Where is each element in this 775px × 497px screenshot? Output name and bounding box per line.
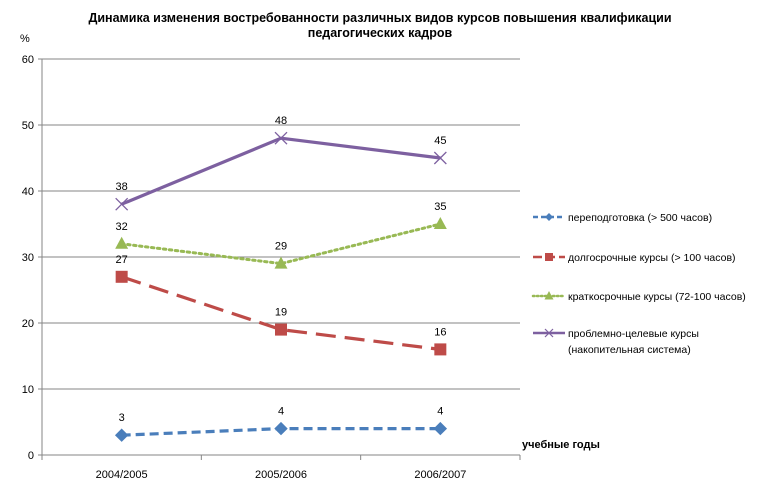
data-label: 27 <box>116 254 128 266</box>
y-tick-label: 30 <box>22 252 34 264</box>
series-4 <box>115 131 447 211</box>
x-tick-label: 2005/2006 <box>255 469 307 481</box>
legend-marker <box>545 213 553 221</box>
series-lines <box>114 131 448 442</box>
chart-title-line: Динамика изменения востребованности разл… <box>88 11 671 25</box>
data-label: 32 <box>116 221 128 233</box>
series-2 <box>115 270 447 356</box>
axes <box>38 58 521 460</box>
series-line <box>121 275 441 351</box>
x-tick-labels: 2004/2005 2005/2006 2006/2007 <box>96 469 467 481</box>
chart-title: Динамика изменения востребованности разл… <box>88 11 671 40</box>
legend-label: (накопительная система) <box>568 344 691 356</box>
data-point <box>275 323 287 336</box>
y-tick-label: 20 <box>22 318 34 330</box>
data-point <box>274 256 288 269</box>
legend-marker <box>544 328 554 338</box>
data-point <box>433 421 448 436</box>
y-tick-label: 60 <box>22 54 34 66</box>
data-label: 4 <box>278 406 284 418</box>
data-label: 16 <box>434 326 446 338</box>
gridlines <box>42 58 520 390</box>
data-labels: 3 4 4 27 19 16 32 29 35 38 48 45 <box>116 115 447 424</box>
y-tick-labels: 0 10 20 30 40 50 60 <box>22 54 34 462</box>
x-tick-label: 2004/2005 <box>96 469 148 481</box>
data-point <box>433 217 447 229</box>
data-point <box>115 236 129 249</box>
data-label: 19 <box>275 307 287 319</box>
series-line <box>121 136 441 206</box>
data-point <box>114 428 129 442</box>
y-tick-label: 40 <box>22 186 34 198</box>
legend-entry: переподготовка (> 500 часов) <box>533 212 712 224</box>
legend: переподготовка (> 500 часов) долгосрочные… <box>531 212 746 356</box>
data-point <box>115 197 129 211</box>
chart-title-line: педагогических кадров <box>308 26 453 40</box>
y-tick-label: 0 <box>28 450 34 462</box>
y-tick-label: 10 <box>22 384 34 396</box>
data-point <box>434 343 447 356</box>
legend-marker <box>544 291 554 300</box>
legend-marker <box>545 253 553 261</box>
data-label: 29 <box>275 241 287 253</box>
data-point <box>274 131 288 145</box>
x-axis-label: учебные годы <box>522 439 600 451</box>
legend-label: краткосрочные курсы (72-100 часов) <box>568 291 746 303</box>
data-point <box>433 151 447 165</box>
legend-entry: долгосрочные курсы (> 100 часов) <box>533 252 736 264</box>
series-3 <box>115 217 447 269</box>
data-label: 4 <box>437 406 443 418</box>
legend-entry: краткосрочные курсы (72-100 часов) <box>531 291 746 303</box>
data-label: 45 <box>434 135 446 147</box>
data-point <box>274 421 288 436</box>
data-label: 3 <box>119 412 125 424</box>
x-tick-label: 2006/2007 <box>414 469 466 481</box>
legend-entry: проблемно-целевые курсы (накопительная си… <box>533 328 699 356</box>
y-tick-label: 50 <box>22 120 34 132</box>
data-point <box>115 270 128 283</box>
legend-label: проблемно-целевые курсы <box>568 328 699 340</box>
series-1 <box>114 421 448 442</box>
legend-label: переподготовка (> 500 часов) <box>568 212 712 224</box>
data-label: 48 <box>275 115 287 127</box>
legend-label: долгосрочные курсы (> 100 часов) <box>568 252 736 264</box>
data-label: 38 <box>116 181 128 193</box>
data-label: 35 <box>434 201 446 213</box>
y-axis-label: % <box>20 33 30 45</box>
